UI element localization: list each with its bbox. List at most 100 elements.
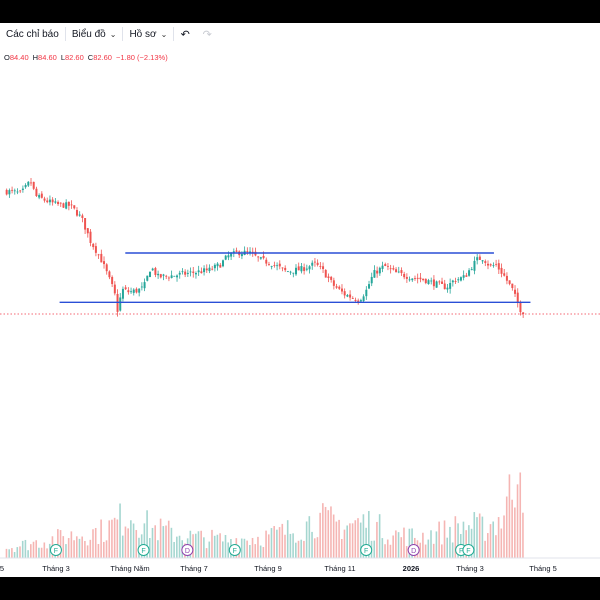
volume-bar — [462, 521, 465, 558]
candle-body — [278, 263, 281, 267]
candle-body — [400, 270, 403, 274]
volume-bar — [495, 535, 497, 558]
volume-bar — [208, 541, 211, 558]
volume-bar — [213, 535, 216, 558]
volume-bar — [32, 541, 35, 558]
candle-body — [457, 279, 460, 281]
volume-bar — [8, 549, 10, 558]
volume-bar — [300, 539, 303, 558]
candle-body — [267, 264, 270, 265]
toolbar-divider — [64, 27, 66, 41]
volume-bar — [514, 507, 516, 558]
ohlc-legend: O84.40 H84.60 L82.60 C82.60 −1.80 (−2.13… — [4, 53, 168, 62]
volume-bar — [200, 530, 202, 558]
volume-bar — [503, 515, 505, 558]
candle-body — [376, 270, 379, 274]
candle-body — [121, 288, 124, 299]
candle-body — [108, 271, 111, 278]
candle-body — [489, 264, 492, 266]
candle-body — [395, 269, 398, 273]
volume-bar — [13, 552, 16, 558]
volume-bar — [362, 514, 365, 558]
volume-bar — [143, 523, 146, 558]
candle-body — [227, 255, 230, 258]
candle-body — [403, 273, 406, 278]
candle-body — [192, 271, 195, 273]
volume-bar — [273, 526, 275, 558]
candle-body — [365, 289, 368, 297]
volume-bar — [5, 548, 8, 558]
volume-bar — [103, 541, 105, 558]
candle-body — [178, 272, 181, 275]
event-marker-label: F — [466, 548, 470, 555]
volume-bar — [424, 544, 427, 558]
candle-body — [486, 263, 489, 266]
event-marker-label: F — [233, 548, 237, 555]
volume-bar — [224, 534, 227, 558]
candle-body — [305, 268, 308, 270]
candle-body — [470, 269, 473, 270]
volume-bar — [267, 534, 270, 558]
toolbar-divider — [173, 27, 175, 41]
profile-menu-label: Hồ sơ — [129, 28, 157, 40]
candle-body — [46, 200, 49, 203]
event-marker-label: F — [54, 548, 58, 555]
candle-body — [100, 253, 103, 263]
candle-body — [19, 190, 22, 192]
volume-bar — [70, 531, 73, 558]
candle-body — [357, 300, 360, 303]
chart-menu-button[interactable]: Biểu đồ ⌄ — [66, 23, 123, 45]
candle-body — [522, 312, 525, 314]
volume-bar — [432, 543, 435, 558]
close-label: C — [87, 53, 94, 62]
volume-bar — [305, 521, 308, 558]
ohlc-change: −1.80 (−2.13%) — [115, 53, 168, 62]
volume-bar — [357, 518, 359, 558]
candle-body — [219, 264, 222, 268]
undo-icon[interactable]: ↶ — [180, 28, 190, 41]
candle-body — [67, 201, 70, 206]
profile-menu-button[interactable]: Hồ sơ ⌄ — [123, 23, 173, 45]
candle-body — [27, 181, 30, 186]
redo-icon[interactable]: ↷ — [202, 28, 212, 41]
candle-body — [211, 268, 214, 270]
candle-body — [476, 257, 479, 261]
volume-bar — [359, 522, 362, 558]
volume-bar — [468, 525, 470, 558]
candle-body — [21, 188, 24, 190]
candle-body — [130, 291, 133, 293]
indicators-button[interactable]: Các chỉ báo — [0, 23, 65, 45]
volume-bar — [221, 541, 224, 558]
volume-bar — [465, 530, 467, 558]
candle-body — [514, 289, 517, 294]
candle-body — [432, 279, 435, 287]
candle-body — [324, 269, 327, 278]
open-value: 84.40 — [9, 53, 29, 62]
candle-body — [167, 277, 170, 279]
candle-body — [148, 271, 151, 278]
candle-body — [300, 266, 303, 272]
volume-bar — [27, 550, 29, 558]
volume-bar — [308, 516, 311, 558]
candle-body — [384, 264, 387, 267]
candle-body — [249, 251, 252, 254]
candle-body — [519, 302, 522, 313]
candle-body — [94, 246, 97, 253]
candle-body — [349, 294, 352, 298]
candle-body — [73, 205, 76, 209]
candle-body — [48, 199, 51, 203]
candle-body — [51, 199, 54, 203]
candle-body — [303, 267, 306, 271]
candle-body — [5, 189, 8, 195]
volume-bar — [59, 530, 62, 558]
x-tick-label: Tháng 9 — [254, 564, 282, 573]
close-value: 82.60 — [93, 53, 112, 62]
volume-bar — [522, 512, 524, 558]
candle-body — [284, 267, 287, 271]
volume-bar — [176, 536, 178, 558]
candle-body — [194, 272, 197, 275]
candle-body — [408, 279, 411, 281]
volume-bar — [19, 546, 21, 558]
